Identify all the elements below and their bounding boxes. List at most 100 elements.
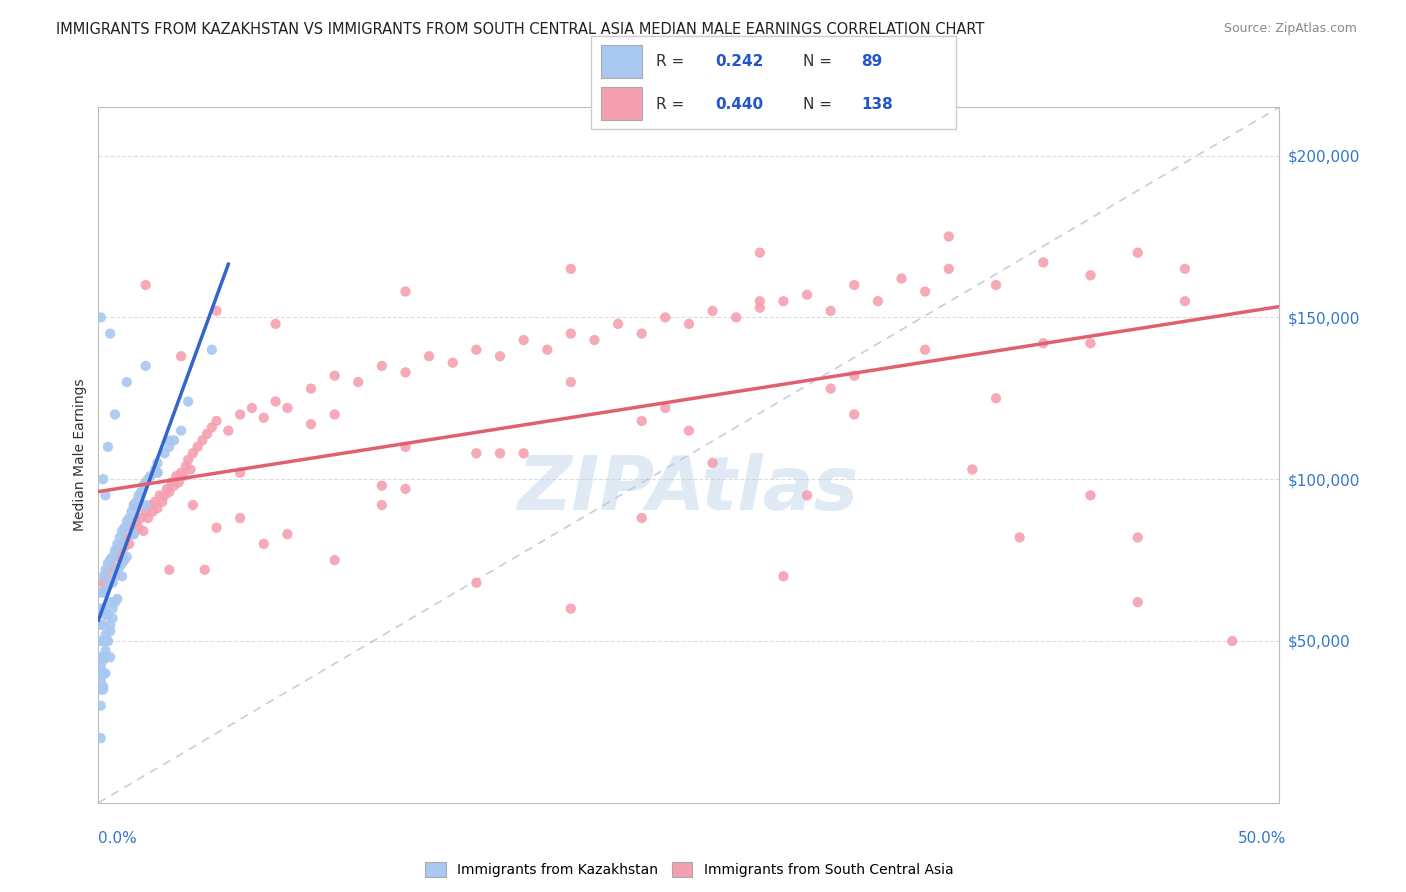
Point [607, 317, 630, 331]
Point [167, 475, 190, 490]
Point [796, 287, 818, 301]
Point [181, 498, 204, 512]
Point [146, 456, 169, 470]
Point [240, 401, 263, 415]
Point [90, 698, 112, 713]
Point [160, 475, 183, 490]
Point [132, 478, 155, 492]
Point [90, 310, 112, 325]
Point [94, 643, 117, 657]
Text: 0.242: 0.242 [714, 54, 763, 70]
Point [1126, 531, 1149, 545]
Text: N =: N = [803, 96, 837, 112]
Point [938, 261, 960, 276]
Point [157, 485, 180, 500]
Point [97, 634, 120, 648]
Point [394, 440, 416, 454]
Point [146, 466, 169, 480]
Point [418, 349, 440, 363]
Point [108, 549, 131, 564]
Point [772, 294, 794, 309]
Point [122, 527, 145, 541]
Point [90, 731, 112, 745]
Point [157, 440, 180, 454]
Point [465, 343, 488, 357]
Point [98, 650, 121, 665]
Point [748, 294, 770, 309]
Point [1032, 336, 1054, 351]
Text: 0.0%: 0.0% [98, 831, 138, 846]
Point [91, 634, 114, 648]
Point [1126, 595, 1149, 609]
Point [844, 408, 866, 422]
Point [129, 485, 152, 500]
Point [118, 511, 141, 525]
Point [772, 569, 794, 583]
Point [163, 478, 186, 492]
Point [122, 498, 145, 512]
Point [104, 543, 127, 558]
Point [94, 582, 117, 597]
Point [678, 317, 700, 331]
Point [101, 611, 124, 625]
Point [844, 368, 866, 383]
Point [748, 301, 770, 315]
Point [465, 575, 488, 590]
Point [536, 343, 558, 357]
Point [118, 537, 141, 551]
Point [181, 446, 204, 460]
Point [512, 446, 534, 460]
Point [104, 569, 127, 583]
Point [90, 601, 112, 615]
Point [323, 553, 346, 567]
Point [90, 660, 112, 674]
Point [394, 285, 416, 299]
Point [90, 617, 112, 632]
Point [205, 414, 228, 428]
Point [115, 375, 138, 389]
Point [195, 426, 218, 441]
Point [866, 294, 889, 309]
Point [98, 553, 121, 567]
Legend: Immigrants from Kazakhstan, Immigrants from South Central Asia: Immigrants from Kazakhstan, Immigrants f… [419, 857, 959, 883]
Point [135, 504, 157, 518]
Point [94, 650, 117, 665]
Point [149, 488, 172, 502]
Point [217, 424, 239, 438]
Point [139, 498, 162, 512]
Point [121, 504, 143, 518]
Y-axis label: Median Male Earnings: Median Male Earnings [73, 378, 87, 532]
Point [264, 394, 287, 409]
Point [560, 261, 582, 276]
Point [90, 634, 112, 648]
Point [98, 617, 121, 632]
Point [105, 537, 128, 551]
Point [101, 549, 124, 564]
Point [1080, 268, 1102, 283]
Point [914, 343, 936, 357]
Point [94, 563, 117, 577]
Point [90, 682, 112, 697]
Point [371, 478, 394, 492]
Text: R =: R = [657, 96, 689, 112]
Point [205, 521, 228, 535]
Point [139, 469, 162, 483]
Point [725, 310, 748, 325]
Text: N =: N = [803, 54, 837, 70]
FancyBboxPatch shape [602, 87, 641, 120]
Point [115, 514, 138, 528]
Point [132, 524, 155, 538]
Point [1080, 336, 1102, 351]
Point [105, 543, 128, 558]
Point [264, 317, 287, 331]
Point [101, 575, 124, 590]
Point [1174, 294, 1197, 309]
Point [984, 392, 1007, 406]
Point [156, 482, 179, 496]
Point [135, 278, 157, 293]
Point [630, 511, 652, 525]
Point [1174, 261, 1197, 276]
Point [170, 466, 193, 480]
Point [94, 666, 117, 681]
Point [299, 417, 322, 432]
